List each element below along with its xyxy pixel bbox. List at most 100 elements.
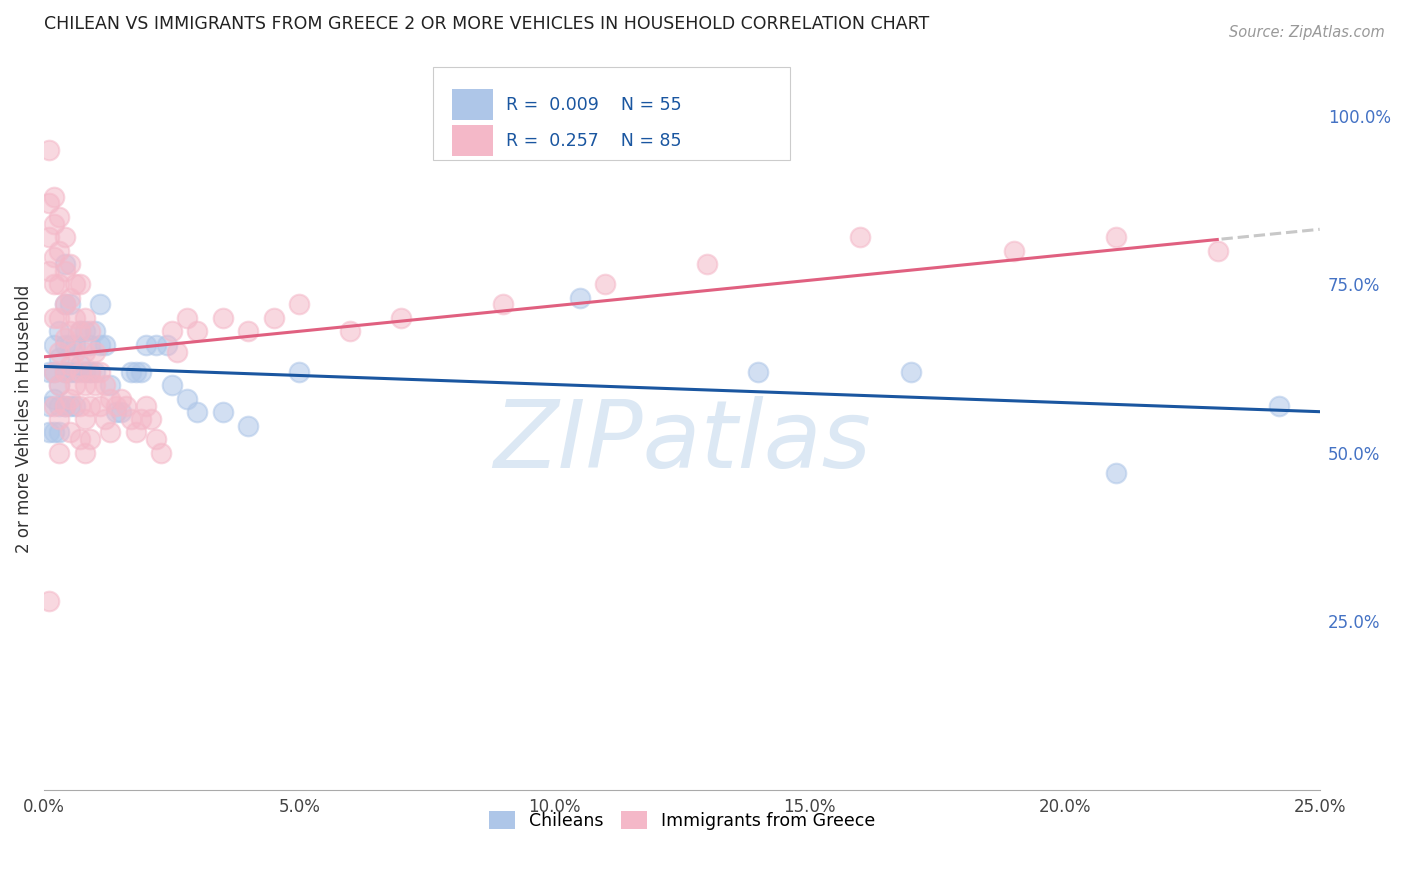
Point: [59, 325, 82, 339]
Point: [110, 405, 132, 419]
Point: [100, 425, 122, 440]
Y-axis label: 2 or more Vehicles in Household: 2 or more Vehicles in Household: [15, 285, 32, 553]
Point: [160, 378, 183, 392]
Point: [53, 297, 76, 311]
Point: [44, 425, 66, 440]
Point: [48, 344, 70, 359]
Point: [48, 412, 70, 426]
Point: [135, 399, 157, 413]
Point: [263, 310, 285, 325]
Point: [89, 365, 111, 379]
Point: [44, 365, 66, 379]
Point: [59, 291, 82, 305]
Point: [89, 297, 111, 311]
Point: [69, 432, 91, 446]
Point: [79, 399, 101, 413]
Point: [48, 378, 70, 392]
Point: [145, 338, 167, 352]
Point: [48, 310, 70, 325]
Point: [73, 446, 96, 460]
Point: [59, 425, 82, 440]
Point: [69, 399, 91, 413]
Point: [73, 365, 96, 379]
Point: [69, 325, 91, 339]
Point: [63, 338, 86, 352]
Point: [38, 425, 60, 440]
Point: [79, 365, 101, 379]
Point: [53, 264, 76, 278]
Text: ZIPatlas: ZIPatlas: [494, 396, 870, 487]
FancyBboxPatch shape: [453, 89, 494, 120]
Point: [150, 446, 173, 460]
Point: [288, 297, 311, 311]
Point: [48, 446, 70, 460]
Point: [339, 325, 361, 339]
Point: [94, 412, 117, 426]
Point: [84, 325, 107, 339]
Legend: Chileans, Immigrants from Greece: Chileans, Immigrants from Greece: [482, 804, 882, 837]
Point: [160, 325, 183, 339]
Point: [38, 230, 60, 244]
Point: [1206, 244, 1229, 258]
Text: R =  0.009    N = 55: R = 0.009 N = 55: [506, 95, 682, 114]
Point: [125, 365, 148, 379]
Point: [73, 344, 96, 359]
Point: [120, 412, 142, 426]
Point: [211, 310, 233, 325]
Point: [44, 399, 66, 413]
Point: [238, 418, 260, 433]
Point: [389, 310, 412, 325]
Point: [44, 250, 66, 264]
Point: [48, 351, 70, 366]
Point: [59, 392, 82, 406]
Point: [59, 257, 82, 271]
Point: [63, 378, 86, 392]
Point: [89, 399, 111, 413]
Point: [73, 310, 96, 325]
Point: [44, 277, 66, 292]
Point: [104, 399, 127, 413]
Point: [1104, 230, 1126, 244]
Point: [44, 365, 66, 379]
Point: [63, 310, 86, 325]
Point: [59, 338, 82, 352]
Point: [110, 392, 132, 406]
Point: [73, 325, 96, 339]
Point: [135, 338, 157, 352]
Point: [595, 277, 617, 292]
Point: [94, 378, 117, 392]
Point: [38, 264, 60, 278]
Point: [900, 365, 922, 379]
Point: [186, 405, 208, 419]
Point: [129, 365, 152, 379]
Point: [44, 310, 66, 325]
Point: [79, 432, 101, 446]
Point: [155, 338, 177, 352]
Point: [48, 325, 70, 339]
Point: [492, 297, 515, 311]
Point: [69, 365, 91, 379]
Point: [84, 344, 107, 359]
Point: [48, 399, 70, 413]
Point: [1268, 399, 1291, 413]
Point: [120, 365, 142, 379]
Point: [44, 392, 66, 406]
Point: [696, 257, 718, 271]
Point: [849, 230, 872, 244]
Point: [186, 325, 208, 339]
Point: [100, 378, 122, 392]
Point: [69, 358, 91, 372]
Point: [38, 365, 60, 379]
Point: [145, 432, 167, 446]
Point: [48, 244, 70, 258]
Point: [59, 358, 82, 372]
Point: [53, 399, 76, 413]
Point: [48, 425, 70, 440]
Point: [73, 378, 96, 392]
Point: [114, 399, 136, 413]
Point: [94, 338, 117, 352]
Point: [1002, 244, 1025, 258]
Point: [53, 399, 76, 413]
Point: [59, 399, 82, 413]
Point: [59, 297, 82, 311]
